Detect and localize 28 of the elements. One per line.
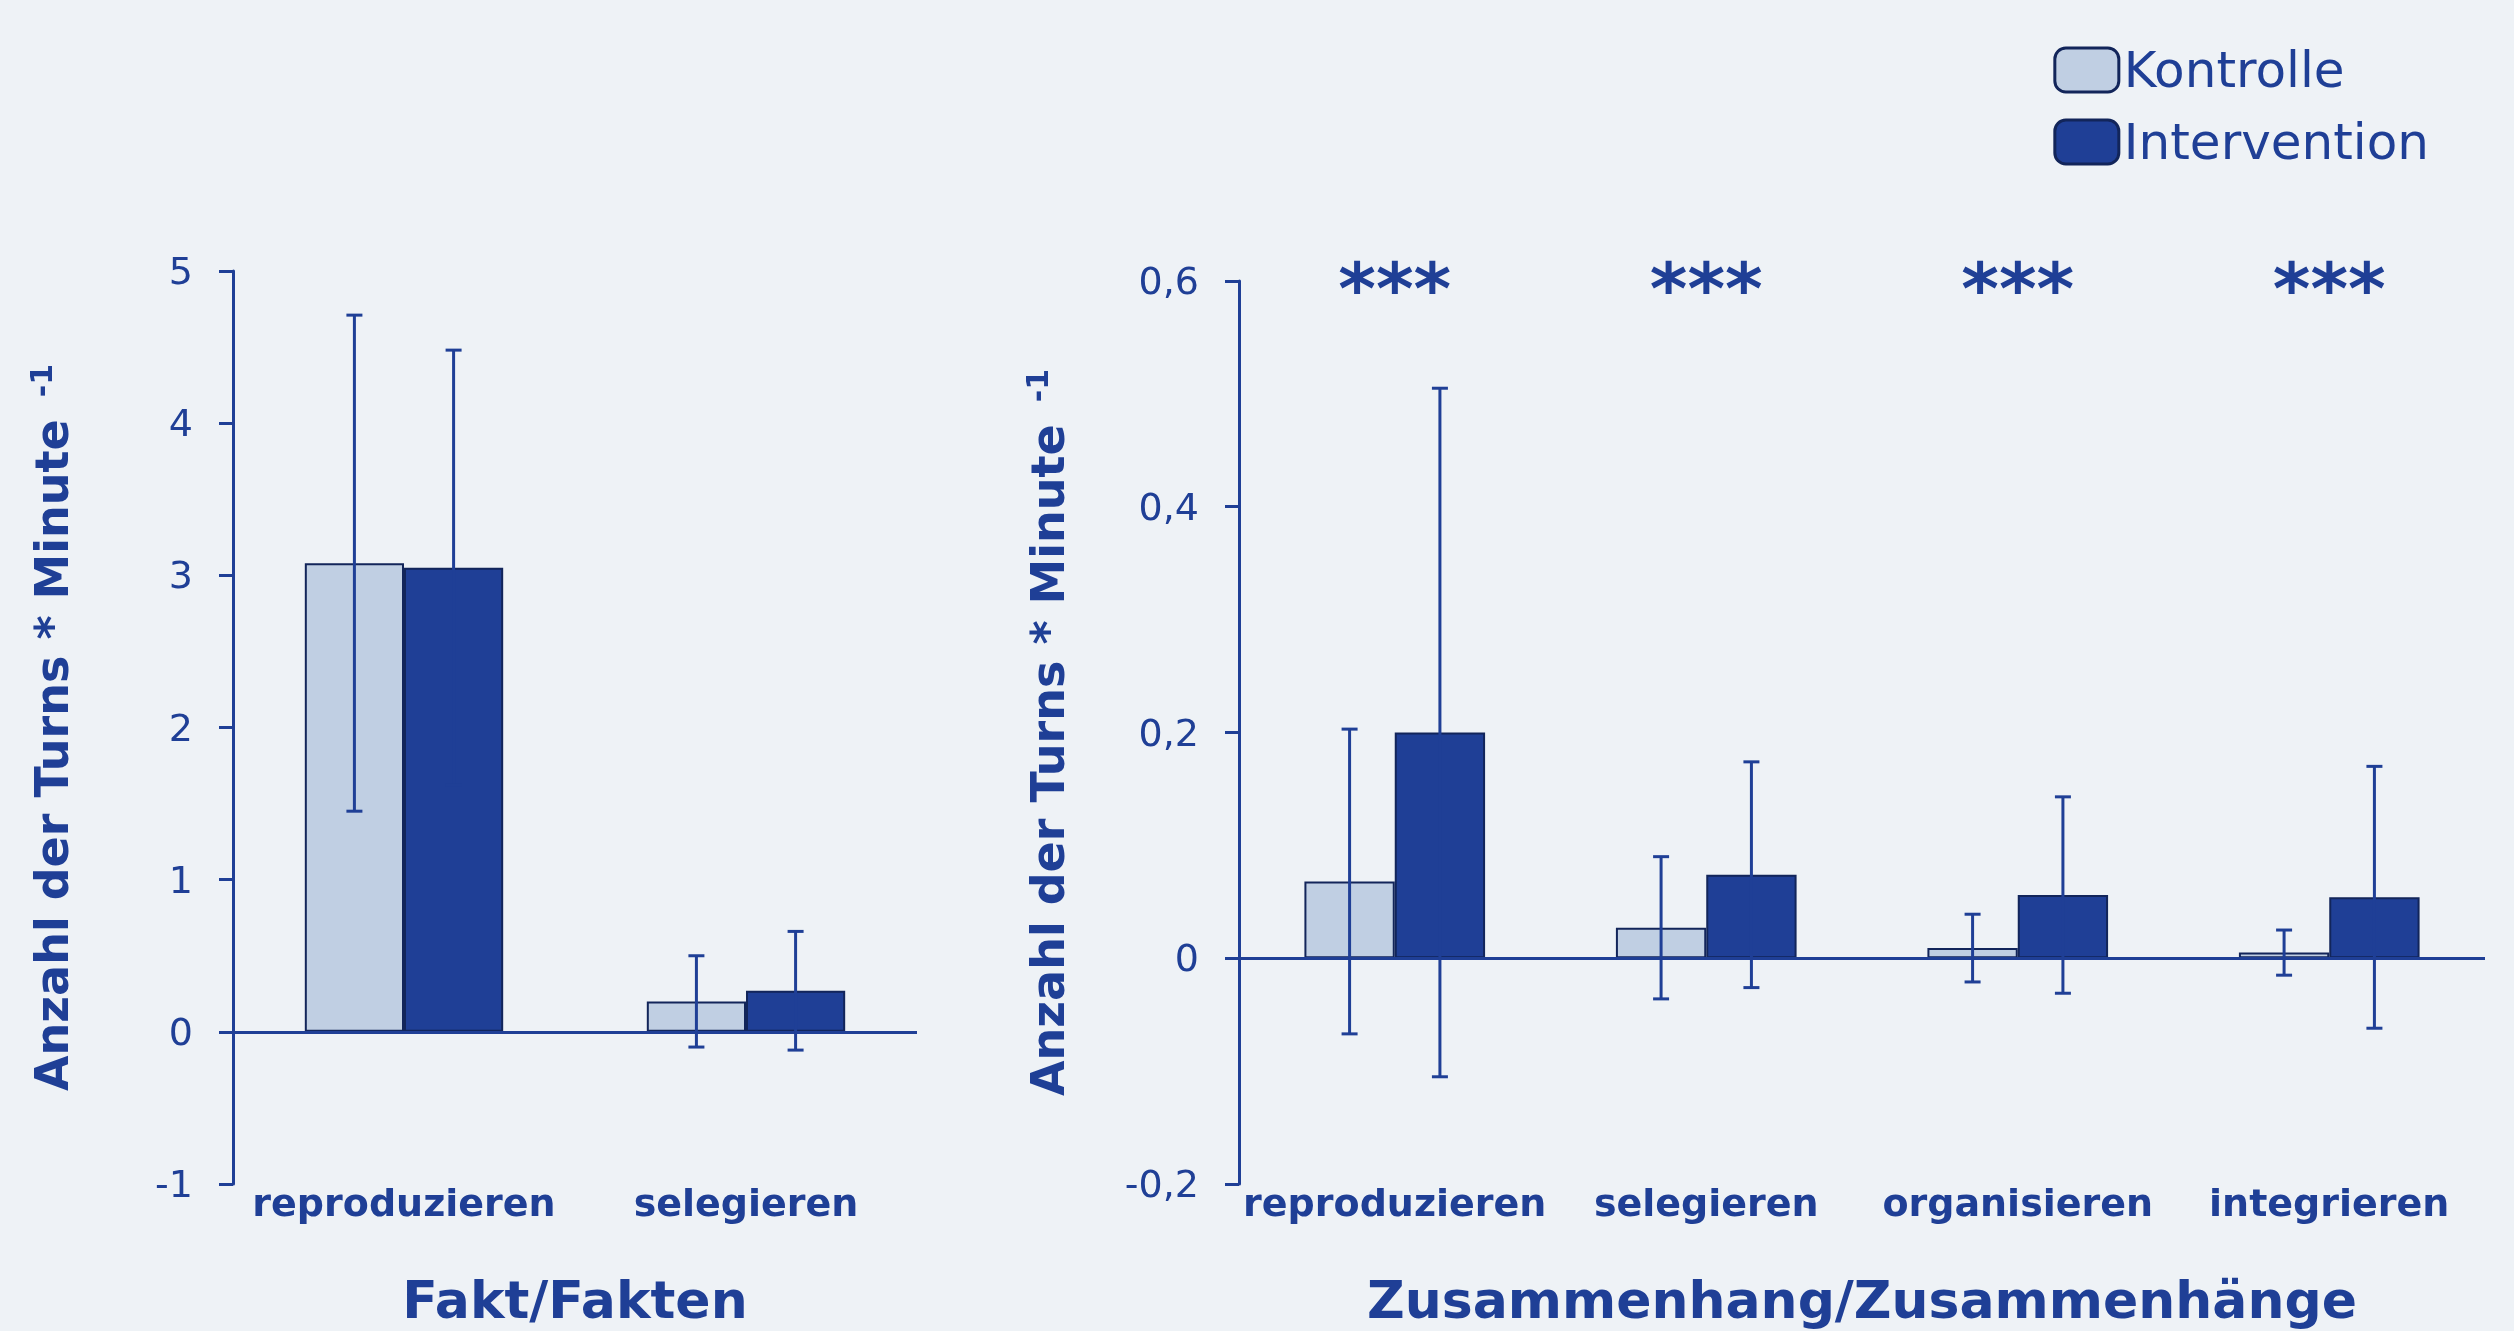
annotation: *** <box>2272 247 2386 331</box>
y-tick-label: 5 <box>168 249 193 293</box>
y-axis-title: Anzahl der Turns * Minute -1 <box>1019 368 1075 1097</box>
x-tick-label: selegieren <box>633 1181 859 1225</box>
legend-label: Kontrolle <box>2123 41 2345 99</box>
y-tick-label: -0,2 <box>1124 1162 1199 1206</box>
y-tick-label: 3 <box>168 553 193 598</box>
y-axis-title: Anzahl der Turns * Minute -1 <box>23 363 79 1092</box>
y-tick-label: 0 <box>168 1009 193 1054</box>
x-tick-label: reproduzieren <box>1243 1181 1547 1225</box>
y-tick-label: 2 <box>168 705 193 750</box>
x-tick-label: organisieren <box>1882 1181 2154 1225</box>
annotation: *** <box>1649 247 1763 331</box>
y-tick-label: 1 <box>168 857 193 902</box>
x-tick-label: reproduzieren <box>252 1181 556 1225</box>
y-tick-label: 0,4 <box>1138 484 1199 529</box>
x-tick-label: selegieren <box>1593 1181 1819 1225</box>
y-tick-label: 0 <box>1174 936 1199 981</box>
y-tick-label: 0,6 <box>1138 259 1199 303</box>
legend-label: Intervention <box>2123 113 2430 171</box>
x-tick-label: integrieren <box>2209 1181 2450 1225</box>
x-axis-title: Zusammenhang/Zusammenhänge <box>1367 1270 2357 1330</box>
x-axis-title: Fakt/Fakten <box>402 1270 748 1330</box>
y-tick-label: -1 <box>155 1162 193 1206</box>
annotation: *** <box>1338 247 1452 331</box>
y-tick-label: 0,2 <box>1138 710 1199 755</box>
y-tick-label: 4 <box>168 401 193 446</box>
annotation: *** <box>1961 247 2075 331</box>
